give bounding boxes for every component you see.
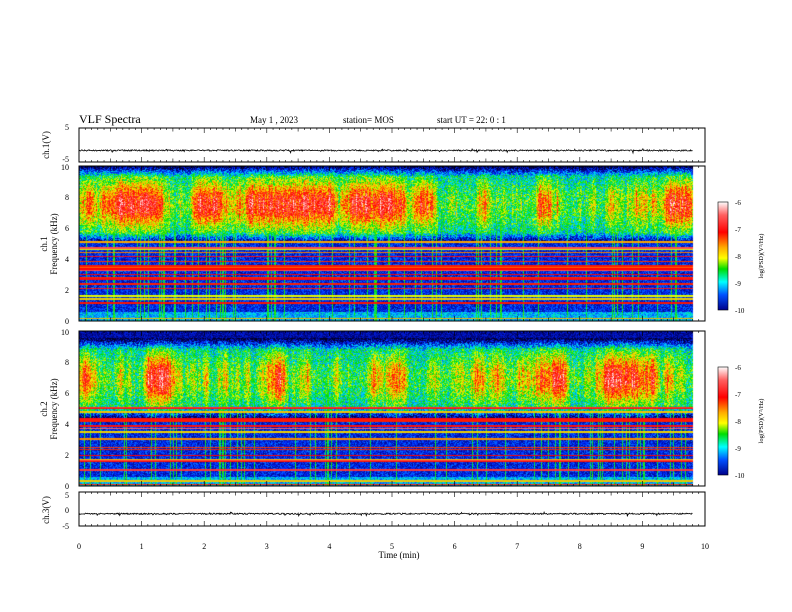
colorbar-tick-label: -8 — [735, 253, 741, 261]
x-tick-label: 3 — [265, 542, 269, 551]
ylabel-ch2-spectrogram: ch.2 — [39, 401, 49, 416]
ytick-label: 2 — [65, 286, 69, 295]
colorbar-ch2: -6 -7 -8 -9 -10 log(PSD)(V²/Hz) — [718, 364, 765, 480]
ylabel-frequency: Frequency (kHz) — [49, 378, 59, 439]
voltage-line — [79, 149, 693, 153]
ytick-label: 6 — [65, 389, 69, 398]
colorbar-tick-label: -6 — [735, 364, 741, 372]
colorbar-tick-label: -10 — [735, 307, 745, 315]
panel-ch3-voltage-frame — [79, 492, 705, 526]
x-tick-label: 9 — [640, 542, 644, 551]
colorbar-ch1-gradient — [718, 202, 728, 310]
colorbar-tick-label: -6 — [735, 199, 741, 207]
ytick-label: 8 — [65, 193, 69, 202]
colorbar-label: log(PSD)(V²/Hz) — [758, 234, 765, 279]
ylabel-frequency: Frequency (kHz) — [49, 213, 59, 274]
colorbar-tick-label: -7 — [735, 391, 741, 399]
x-axis-label: Time (min) — [379, 550, 420, 560]
colorbar-ch2-gradient — [718, 367, 728, 475]
figure-title: VLF Spectra — [79, 112, 141, 126]
panel-ch1-spectrogram: ch.1 Frequency (kHz) 0 2 4 6 8 10 — [39, 163, 705, 326]
panel-ch1-voltage-ticks — [79, 128, 705, 162]
x-tick-label: 8 — [578, 542, 582, 551]
ytick-label: 10 — [61, 163, 69, 172]
date-label: May 1 , 2023 — [250, 115, 298, 125]
panel-ch1-voltage: ch.1(V) 5 -5 — [41, 123, 705, 164]
ylabel-ch1-voltage: ch.1(V) — [41, 131, 51, 159]
ch3-voltage-trace — [79, 512, 693, 516]
panel-ch2-spectrogram: ch.2 Frequency (kHz) 0 2 4 6 8 10 — [39, 328, 705, 491]
ytick-label: 0 — [65, 506, 69, 515]
colorbar-label: log(PSD)(V²/Hz) — [758, 399, 765, 444]
ch1-voltage-trace — [79, 149, 693, 153]
x-tick-label: 4 — [327, 542, 331, 551]
ch2-spectrogram-image — [79, 331, 705, 486]
panel-ch3-voltage-ticks — [79, 492, 705, 526]
start-time-label: start UT = 22: 0 : 1 — [437, 115, 506, 125]
x-tick-label: 0 — [77, 542, 81, 551]
ytick-label: 2 — [65, 451, 69, 460]
ylabel-ch3-voltage: ch.3(V) — [41, 496, 51, 524]
voltage-line — [79, 512, 693, 516]
ch1-spectrogram-image — [79, 166, 705, 321]
ytick-label: 10 — [61, 328, 69, 337]
ytick-label: 0 — [65, 317, 69, 326]
x-tick-label: 7 — [515, 542, 519, 551]
ytick-label: 4 — [65, 420, 69, 429]
colorbar-ch1: -6 -7 -8 -9 -10 log(PSD)(V²/Hz) — [718, 199, 765, 315]
ytick-label: 8 — [65, 358, 69, 367]
colorbar-tick-label: -8 — [735, 418, 741, 426]
x-tick-label: 2 — [202, 542, 206, 551]
x-tick-label: 1 — [140, 542, 144, 551]
ylabel-ch1-spectrogram: ch.1 — [39, 236, 49, 251]
ytick-label: -5 — [62, 522, 69, 531]
ytick-label: 0 — [65, 482, 69, 491]
ytick-label: 6 — [65, 224, 69, 233]
colorbar-tick-label: -10 — [735, 472, 745, 480]
ytick-label: 5 — [65, 123, 69, 132]
ytick-label: 4 — [65, 255, 69, 264]
station-label: station= MOS — [343, 115, 394, 125]
x-tick-label: 6 — [453, 542, 457, 551]
colorbar-tick-label: -9 — [735, 280, 741, 288]
colorbar-tick-label: -9 — [735, 445, 741, 453]
colorbar-tick-label: -7 — [735, 226, 741, 234]
x-tick-label: 10 — [701, 542, 709, 551]
panel-ch3-voltage: ch.3(V) 5 0 -5 0 1 2 3 4 5 6 7 8 9 10 Time (min) — [41, 491, 709, 560]
ytick-label: 5 — [65, 491, 69, 500]
panel-ch1-voltage-frame — [79, 128, 705, 162]
